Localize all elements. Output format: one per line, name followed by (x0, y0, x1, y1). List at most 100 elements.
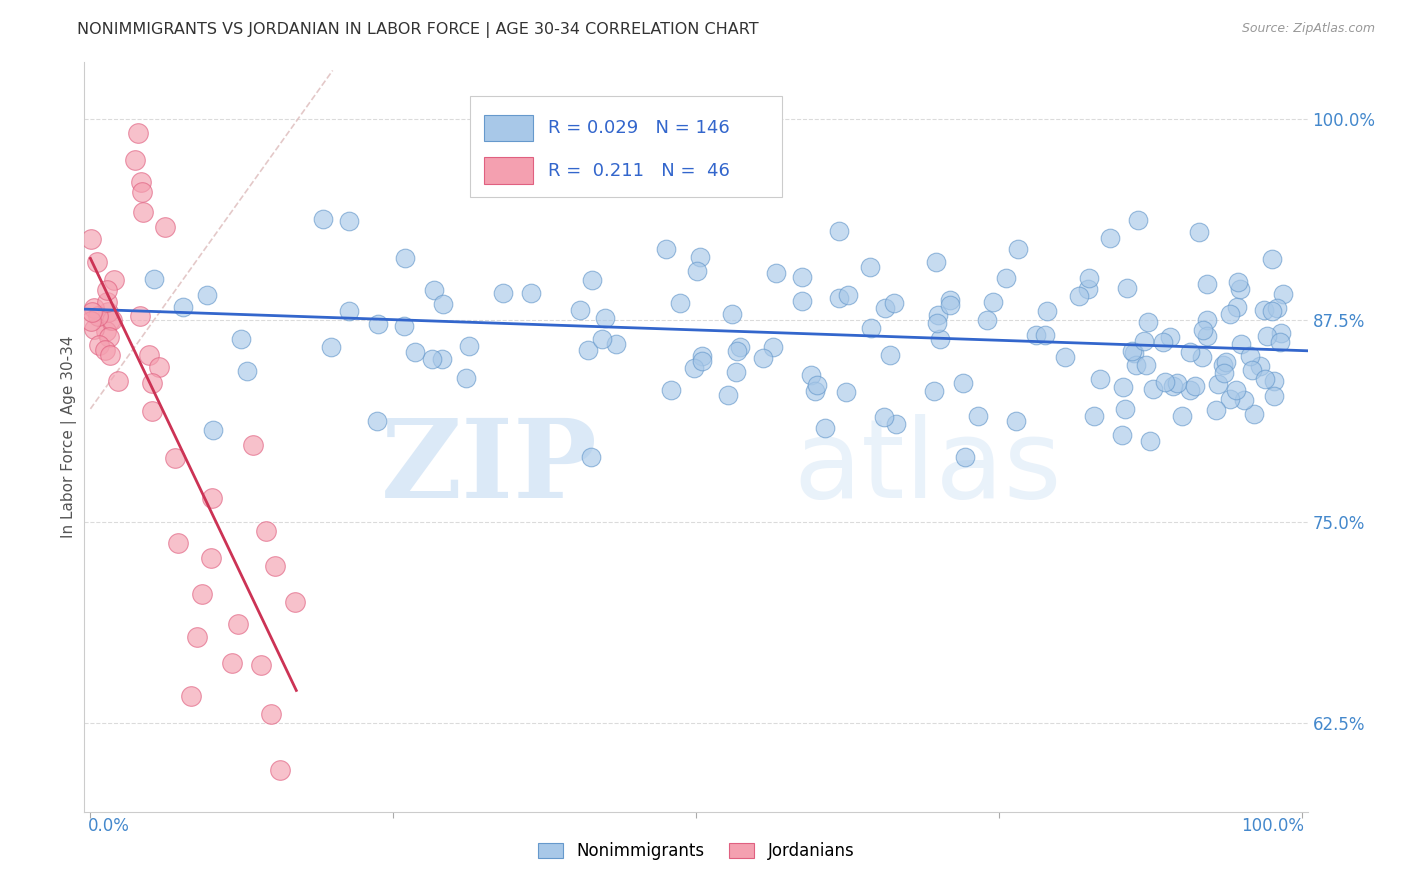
Point (725, 365, 748, 379)
Point (1126, 213, 1149, 227)
Point (1152, 334, 1174, 349)
Point (1036, 304, 1059, 318)
Point (96, 283, 118, 297)
Point (721, 307, 744, 321)
Point (195, 288, 218, 302)
Point (1125, 358, 1147, 372)
Point (86, 255, 108, 269)
Point (1192, 323, 1215, 337)
Point (129, 309, 152, 323)
Point (1271, 287, 1294, 301)
Point (138, 348, 160, 362)
Point (166, 536, 188, 550)
Point (995, 271, 1018, 285)
Point (927, 308, 949, 322)
Point (1191, 351, 1213, 365)
Point (581, 272, 603, 286)
Text: R =  0.211   N =  46: R = 0.211 N = 46 (548, 162, 730, 180)
Point (1243, 407, 1265, 421)
Point (873, 301, 896, 316)
Point (1215, 355, 1237, 369)
Point (1239, 349, 1261, 363)
Point (94, 343, 117, 357)
Point (1170, 409, 1192, 424)
Point (127, 126, 149, 140)
Point (1197, 328, 1219, 343)
Point (1077, 282, 1099, 296)
Point (939, 297, 962, 311)
Point (828, 224, 851, 238)
Point (661, 383, 683, 397)
Point (925, 254, 948, 268)
Point (1025, 328, 1047, 343)
Point (165, 451, 187, 466)
Point (634, 162, 657, 177)
Point (1212, 358, 1234, 372)
Point (1123, 346, 1146, 360)
Point (1263, 374, 1285, 388)
Point (1226, 275, 1249, 289)
Point (1139, 434, 1161, 449)
Point (172, 300, 194, 314)
Point (669, 295, 692, 310)
Point (432, 296, 454, 310)
Text: atlas: atlas (794, 414, 1063, 521)
Point (1263, 388, 1285, 402)
Point (952, 376, 974, 390)
Point (765, 266, 787, 280)
Point (1083, 409, 1105, 423)
Text: Source: ZipAtlas.com: Source: ZipAtlas.com (1241, 22, 1375, 36)
Point (1166, 376, 1188, 390)
Point (686, 264, 709, 278)
Point (1161, 379, 1184, 393)
Point (457, 339, 479, 353)
Point (1256, 329, 1278, 343)
Point (98, 348, 121, 362)
Point (605, 337, 627, 351)
Point (367, 318, 389, 332)
Point (591, 332, 613, 346)
Point (568, 302, 591, 317)
Point (1230, 337, 1253, 351)
Point (264, 558, 287, 573)
Point (1133, 334, 1156, 348)
Point (148, 360, 170, 375)
Point (142, 272, 165, 286)
Point (131, 186, 153, 200)
Point (394, 251, 416, 265)
Point (254, 524, 277, 538)
Point (475, 169, 498, 184)
Point (97, 330, 120, 344)
Point (593, 311, 616, 326)
Point (790, 294, 813, 309)
Point (221, 656, 243, 670)
Point (1225, 383, 1247, 397)
Point (366, 414, 388, 428)
Point (925, 316, 948, 330)
Point (337, 304, 360, 318)
Point (101, 313, 124, 327)
Point (860, 320, 883, 334)
Point (953, 450, 976, 465)
Point (1142, 382, 1164, 396)
Point (337, 214, 360, 228)
Point (928, 332, 950, 346)
Point (1195, 277, 1218, 291)
Point (129, 175, 152, 189)
Point (1213, 366, 1236, 380)
Point (576, 343, 599, 358)
Point (392, 318, 415, 333)
Point (879, 348, 901, 362)
Point (430, 352, 453, 367)
Point (1121, 344, 1143, 359)
Point (80, 305, 103, 319)
Point (1253, 302, 1275, 317)
Point (1180, 383, 1202, 397)
Point (80, 232, 103, 246)
Point (312, 212, 335, 227)
FancyBboxPatch shape (484, 114, 533, 142)
Point (1007, 242, 1029, 256)
Point (1241, 363, 1264, 377)
Point (806, 378, 828, 392)
Text: 100.0%: 100.0% (1241, 816, 1303, 835)
